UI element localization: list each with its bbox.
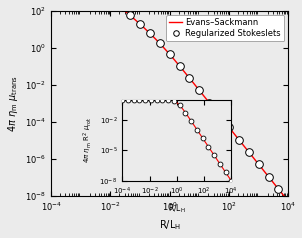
Legend: Evans–Sackmann, Regularized Stokeslets: Evans–Sackmann, Regularized Stokeslets: [166, 15, 284, 41]
Y-axis label: 4$\pi$ $\eta_\mathregular{m}$ $\mu_\mathregular{trans}$: 4$\pi$ $\eta_\mathregular{m}$ $\mu_\math…: [5, 75, 20, 132]
X-axis label: R/L$_\mathregular{H}$: R/L$_\mathregular{H}$: [159, 219, 181, 233]
